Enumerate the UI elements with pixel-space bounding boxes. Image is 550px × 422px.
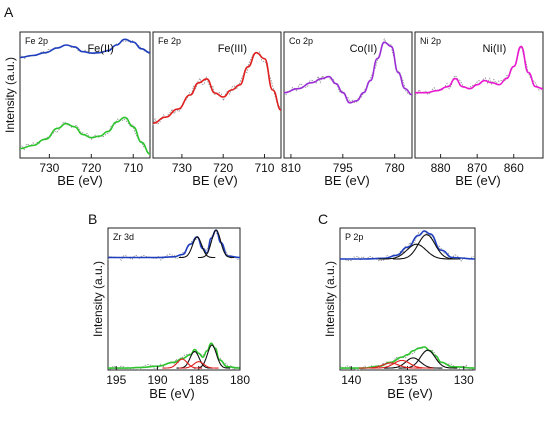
oxidation-state-label: Co(II) <box>350 43 378 55</box>
panel-label-a: A <box>4 4 14 20</box>
oxidation-state-label: Fe(III) <box>218 43 247 55</box>
x-tick-label: 870 <box>467 161 487 175</box>
x-tick-label: 135 <box>397 373 417 387</box>
fit-line-a3-0 <box>283 41 413 104</box>
y-axis-label: Intensity (a.u.) <box>91 261 105 337</box>
x-tick-label: 195 <box>106 373 126 387</box>
fit-line-c-1 <box>339 346 476 369</box>
plot-frame-a1 <box>19 31 151 159</box>
core-level-tag: P 2p <box>345 232 363 242</box>
raw-data-c-0 <box>339 230 476 262</box>
x-tick-label: 180 <box>230 373 250 387</box>
x-tick-label: 710 <box>254 161 274 175</box>
panel-label-b: B <box>88 211 97 227</box>
x-tick-label: 140 <box>341 373 361 387</box>
component-peak <box>179 236 216 259</box>
x-axis-label: BE (eV) <box>149 386 195 401</box>
fit-line-a2-0 <box>152 51 282 124</box>
fit-line-b-1 <box>107 342 241 369</box>
x-tick-label: 810 <box>281 161 301 175</box>
component-peak <box>178 361 219 369</box>
y-axis-label: Intensity (a.u.) <box>3 57 17 133</box>
x-axis-label: BE (eV) <box>192 173 238 188</box>
fit-line-a4-0 <box>415 45 544 94</box>
fit-line-a1-0 <box>19 38 151 59</box>
x-tick-label: 720 <box>81 161 101 175</box>
core-level-tag: Ni 2p <box>420 36 441 46</box>
plot-frame-b <box>107 227 241 371</box>
x-tick-label: 730 <box>172 161 192 175</box>
component-peak <box>370 359 434 369</box>
plot-frame-a4 <box>414 31 544 159</box>
x-axis-label: BE (eV) <box>455 173 501 188</box>
raw-data-a4-0 <box>414 46 544 96</box>
x-tick-label: 190 <box>147 373 167 387</box>
x-tick-label: 780 <box>385 161 405 175</box>
x-axis-label: BE (eV) <box>387 386 433 401</box>
plot-frame-a2 <box>152 31 282 159</box>
x-tick-label: 860 <box>504 161 524 175</box>
x-tick-label: 880 <box>431 161 451 175</box>
component-peak <box>193 344 231 369</box>
core-level-tag: Zr 3d <box>113 232 134 242</box>
component-peak <box>197 229 235 259</box>
fit-line-a1-1 <box>19 116 151 155</box>
core-level-tag: Fe 2p <box>158 36 181 46</box>
core-level-tag: Fe 2p <box>25 36 48 46</box>
core-level-tag: Co 2p <box>289 36 313 46</box>
x-tick-label: 710 <box>123 161 143 175</box>
x-tick-label: 730 <box>39 161 59 175</box>
raw-data-a3-0 <box>283 37 413 103</box>
component-peak <box>359 362 423 369</box>
oxidation-state-label: Fe(II) <box>87 43 113 55</box>
x-axis-label: BE (eV) <box>324 173 370 188</box>
x-tick-label: 185 <box>189 373 209 387</box>
y-axis-label: Intensity (a.u.) <box>323 261 337 337</box>
x-tick-label: 130 <box>454 373 474 387</box>
component-peak <box>392 234 461 260</box>
component-peak <box>162 358 203 369</box>
x-axis-label: BE (eV) <box>57 173 103 188</box>
raw-data-a2-0 <box>152 51 282 126</box>
oxidation-state-label: Ni(II) <box>482 43 506 55</box>
fit-line-c-0 <box>340 230 476 260</box>
panel-label-c: C <box>318 211 328 227</box>
x-tick-label: 795 <box>333 161 353 175</box>
x-tick-label: 720 <box>213 161 233 175</box>
component-peak <box>378 243 455 260</box>
